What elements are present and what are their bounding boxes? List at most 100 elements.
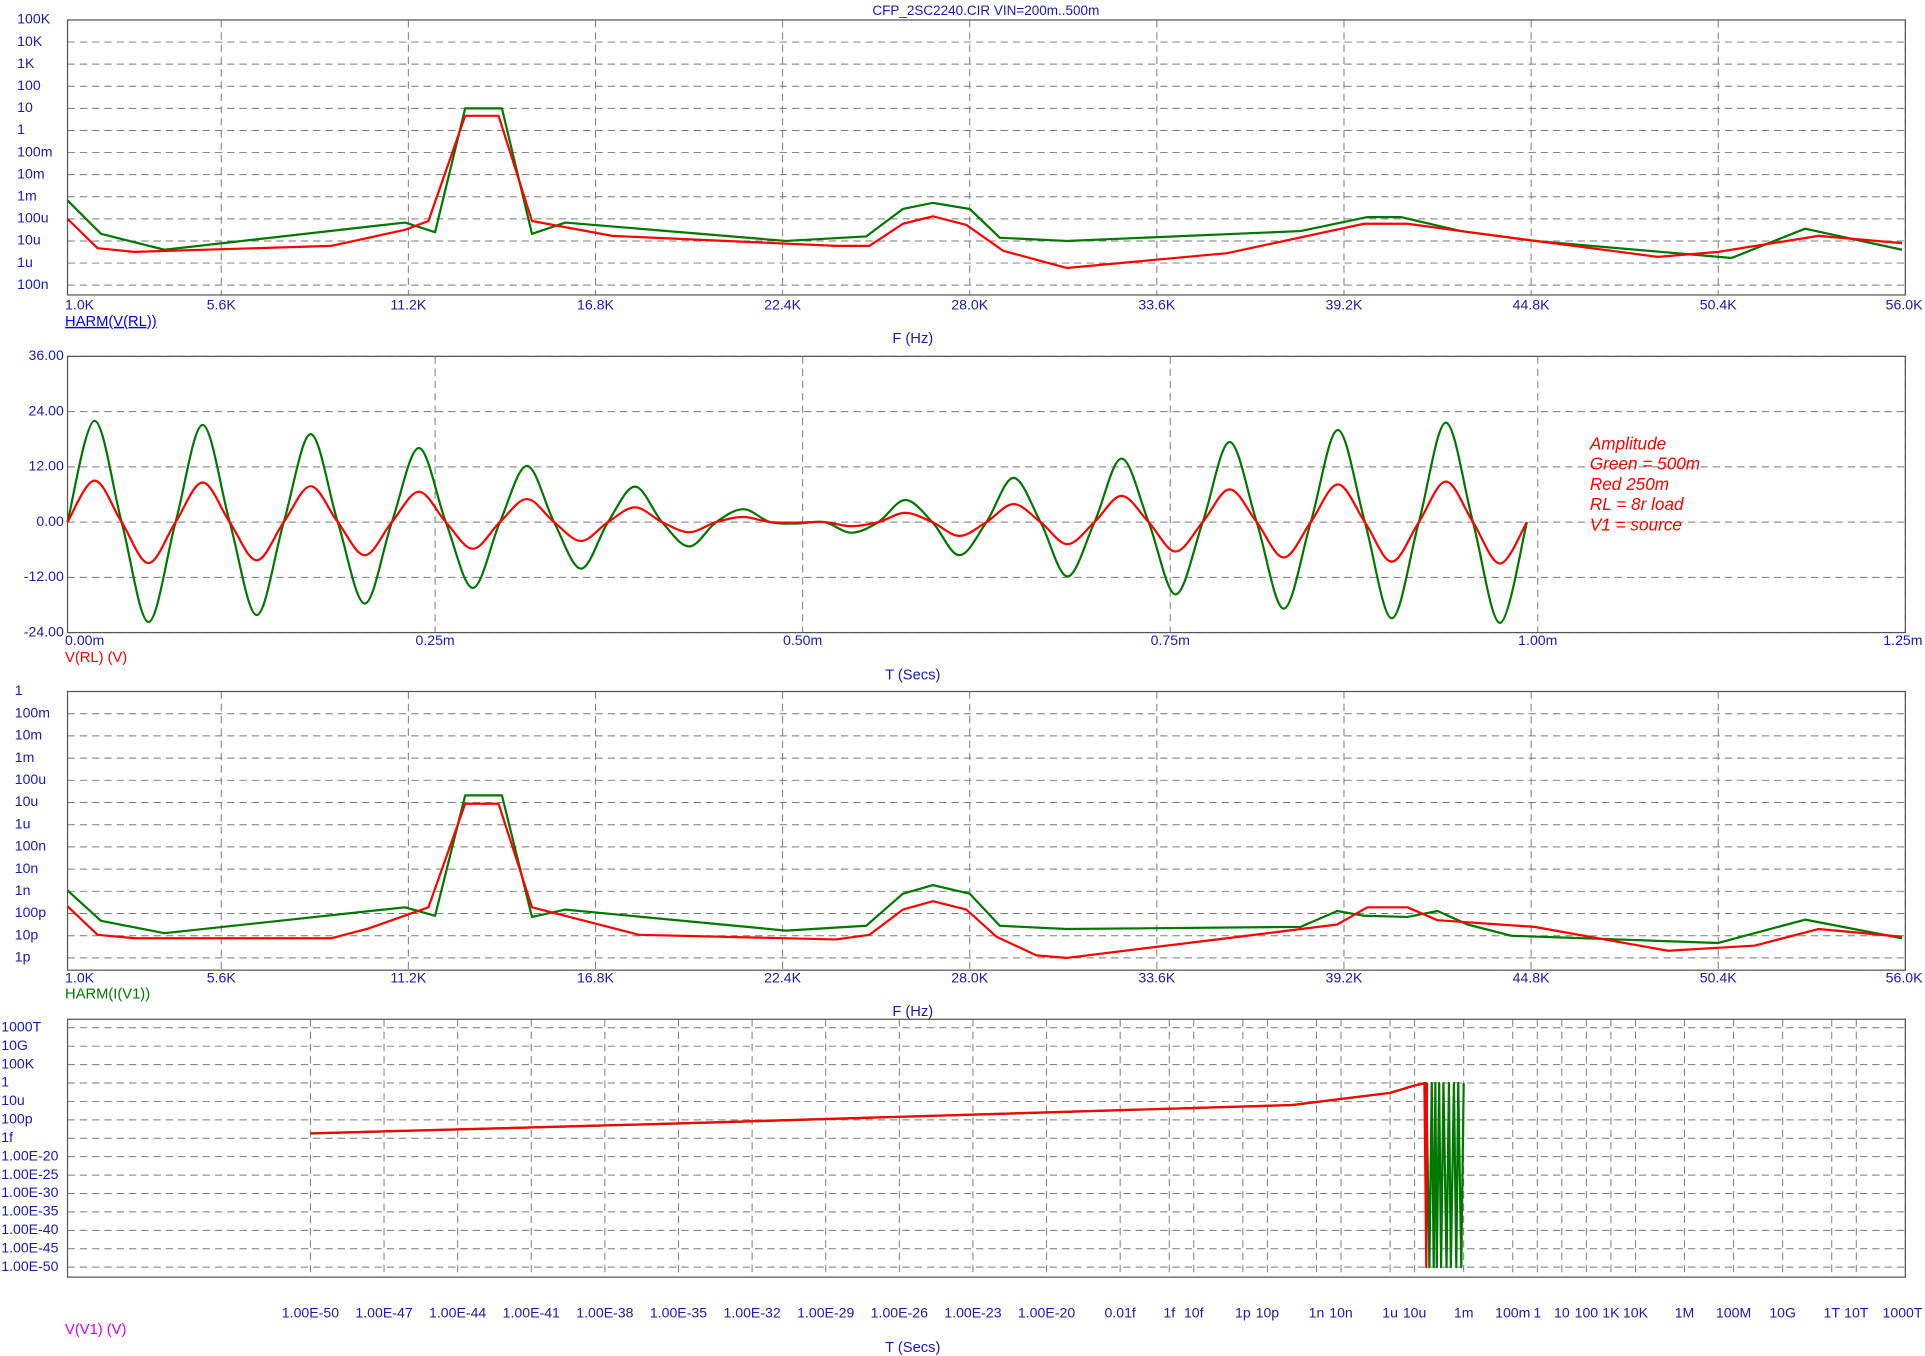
y-tick-label: 1.00E-35 <box>1 1203 58 1219</box>
trace-line <box>66 479 1528 565</box>
y-tick-label: 1m <box>15 749 35 765</box>
x-tick-label: 16.8K <box>577 297 614 313</box>
x-tick-label: 44.8K <box>1513 970 1550 986</box>
trace-label: V(V1) (V) <box>65 1322 126 1338</box>
annotation: Amplitude <box>1589 433 1666 453</box>
x-tick-label: 11.2K <box>390 297 426 313</box>
x-tick-label: 1.00E-32 <box>723 1305 780 1321</box>
x-tick-label: 1p <box>1235 1305 1251 1321</box>
x-tick-label: 11.2K <box>390 970 426 986</box>
x-tick-label: 33.6K <box>1138 970 1175 986</box>
y-tick-label: 10m <box>17 165 44 181</box>
x-axis-label: T (Secs) <box>885 1340 940 1356</box>
trace-line <box>310 1081 1465 1269</box>
x-tick-label: 1 <box>1533 1305 1541 1321</box>
y-tick-label: 1.00E-20 <box>1 1147 58 1163</box>
x-tick-label: 1.0K <box>65 970 95 986</box>
x-tick-label: 1K <box>1602 1305 1620 1321</box>
y-tick-label: 10m <box>15 727 42 743</box>
plot-frame <box>66 1018 1906 1278</box>
annotation: Red 250m <box>1590 474 1669 494</box>
y-tick-label: 1f <box>1 1129 13 1145</box>
y-tick-label: 100K <box>17 11 51 27</box>
x-tick-label: 1m <box>1454 1305 1474 1321</box>
x-tick-label: 100m <box>1495 1305 1530 1321</box>
x-tick-label: 1.00E-44 <box>429 1305 486 1321</box>
trace-line <box>310 1081 1429 1269</box>
y-tick-label: 10 <box>17 99 33 115</box>
x-tick-label: 1M <box>1675 1305 1695 1321</box>
y-tick-label: 24.00 <box>29 402 64 418</box>
x-tick-label: 0.01f <box>1104 1305 1135 1321</box>
x-tick-label: 10f <box>1184 1305 1204 1321</box>
y-tick-label: 100p <box>15 904 47 920</box>
x-tick-label: 1.00E-47 <box>355 1305 412 1321</box>
x-tick-label: 1.00m <box>1518 632 1557 648</box>
y-tick-label: 1m <box>17 187 37 203</box>
x-tick-label: 33.6K <box>1138 297 1175 313</box>
x-tick-label: 10G <box>1769 1305 1796 1321</box>
x-tick-label: 0.75m <box>1151 632 1190 648</box>
x-tick-label: 50.4K <box>1700 297 1737 313</box>
y-tick-label: 10G <box>1 1037 28 1053</box>
x-tick-label: 0.50m <box>783 632 822 648</box>
x-tick-label: 56.0K <box>1886 970 1923 986</box>
x-tick-label: 0.25m <box>415 632 454 648</box>
x-tick-label: 10T <box>1844 1305 1869 1321</box>
trace-label: HARM(I(V1)) <box>65 987 150 1003</box>
y-tick-label: 1.00E-25 <box>1 1166 58 1182</box>
y-tick-label: 10u <box>17 232 41 248</box>
x-tick-label: 39.2K <box>1326 970 1363 986</box>
y-tick-label: 100u <box>15 771 46 787</box>
y-tick-label: 1 <box>1 1074 9 1090</box>
y-tick-label: 100 <box>17 77 41 93</box>
y-tick-label: 100n <box>15 838 46 854</box>
x-tick-label: 22.4K <box>764 970 801 986</box>
x-tick-label: 5.6K <box>207 970 237 986</box>
y-tick-label: 1K <box>17 55 35 71</box>
x-tick-label: 10 <box>1554 1305 1570 1321</box>
x-tick-label: 1.00E-20 <box>1018 1305 1075 1321</box>
x-tick-label: 1.00E-35 <box>650 1305 707 1321</box>
y-tick-label: 100m <box>15 704 50 720</box>
x-tick-label: 10n <box>1329 1305 1353 1321</box>
y-tick-label: 1.00E-30 <box>1 1184 58 1200</box>
x-tick-label: 1.00E-38 <box>576 1305 633 1321</box>
trace-label: V(RL) (V) <box>65 650 127 666</box>
plot-frame <box>66 690 1906 971</box>
x-tick-label: 1.0K <box>65 297 95 313</box>
chart-title: CFP_2SC2240.CIR VIN=200m..500m <box>872 3 1099 18</box>
x-tick-label: 0.00m <box>65 632 104 648</box>
y-tick-label: -12.00 <box>24 568 64 584</box>
x-tick-label: 100M <box>1716 1305 1751 1321</box>
y-tick-label: 1.00E-50 <box>1 1258 58 1274</box>
y-tick-label: 100K <box>1 1055 35 1071</box>
x-tick-label: 5.6K <box>207 297 237 313</box>
y-tick-label: 10n <box>15 860 39 876</box>
y-tick-label: 36.00 <box>29 347 64 363</box>
x-tick-label: 28.0K <box>951 297 988 313</box>
x-tick-label: 1f <box>1163 1305 1175 1321</box>
y-tick-label: -24.00 <box>24 623 64 639</box>
y-tick-label: 10K <box>17 33 43 49</box>
x-tick-label: 22.4K <box>764 297 801 313</box>
y-tick-label: 1 <box>15 682 23 698</box>
x-tick-label: 1.00E-26 <box>871 1305 928 1321</box>
y-tick-label: 1.00E-45 <box>1 1239 58 1255</box>
y-tick-label: 0.00 <box>36 513 64 529</box>
x-axis-label: F (Hz) <box>892 331 933 347</box>
y-tick-label: 1.00E-40 <box>1 1221 58 1237</box>
x-tick-label: 16.8K <box>577 970 614 986</box>
y-tick-label: 1 <box>17 121 25 137</box>
x-tick-label: 1.00E-29 <box>797 1305 854 1321</box>
annotation: Green = 500m <box>1590 454 1700 474</box>
y-tick-label: 10p <box>15 926 39 942</box>
y-tick-label: 1p <box>15 949 31 965</box>
x-tick-label: 39.2K <box>1326 297 1363 313</box>
x-tick-label: 1.00E-50 <box>282 1305 339 1321</box>
x-tick-label: 1n <box>1309 1305 1325 1321</box>
plot-frame <box>66 19 1906 296</box>
x-tick-label: 1.25m <box>1883 632 1922 648</box>
y-tick-label: 1000T <box>1 1019 41 1035</box>
